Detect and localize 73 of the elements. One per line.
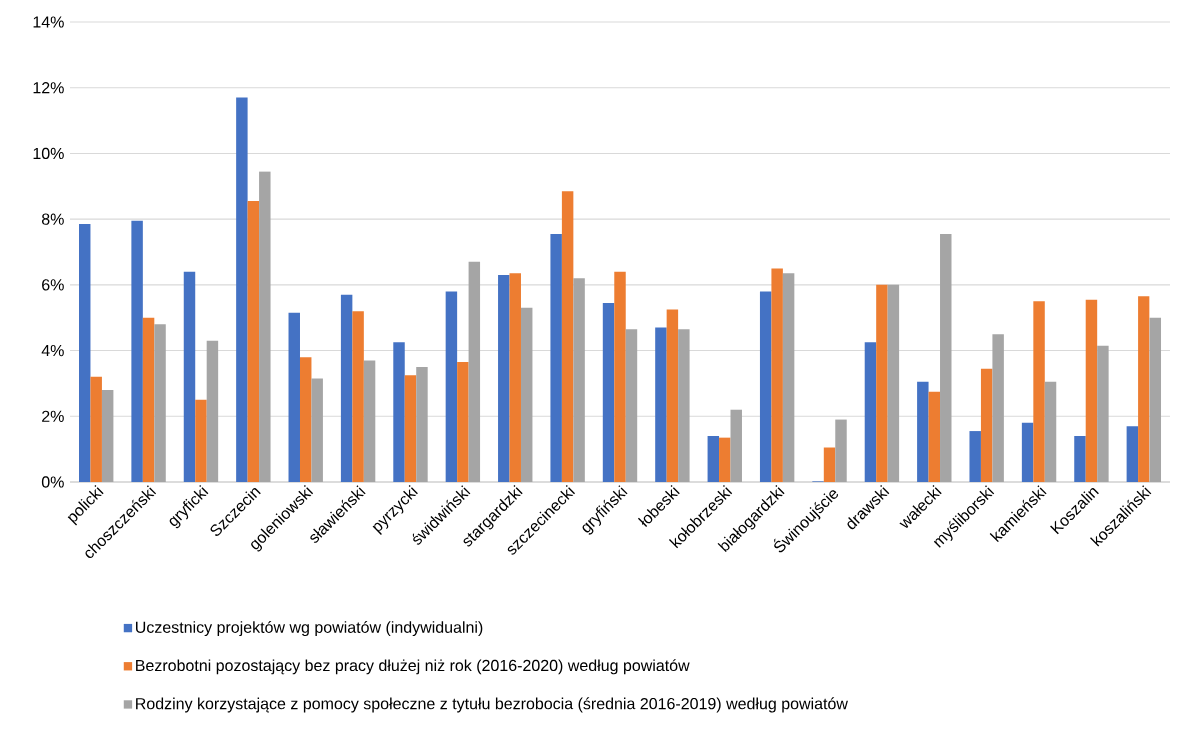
y-tick-label: 2% (42, 410, 64, 422)
bar (340, 294, 353, 482)
bar (90, 376, 102, 482)
bar (445, 291, 458, 482)
bar (79, 224, 91, 482)
bar (259, 171, 271, 482)
bar (1126, 426, 1139, 482)
bar (666, 309, 679, 482)
bar (1044, 381, 1057, 482)
bar (352, 311, 364, 482)
y-tick-label: 12% (33, 82, 64, 94)
bar (468, 261, 481, 482)
bar (311, 378, 323, 482)
bar (707, 436, 720, 482)
bar (614, 271, 626, 482)
bar (1021, 422, 1034, 482)
bar (887, 284, 900, 482)
bar (992, 334, 1004, 482)
bar (602, 302, 615, 482)
bar (520, 307, 533, 482)
bar (719, 437, 731, 482)
bar (393, 342, 405, 482)
y-tick-label: 0% (41, 476, 64, 488)
bar (782, 273, 795, 482)
bar (876, 284, 888, 482)
bar (404, 375, 417, 482)
y-tick-label: 10% (33, 147, 64, 160)
bar (864, 342, 877, 482)
legend-label: Bezrobotni pozostający bez pracy dłużej niż rok (2016-2020) według powiatów (136, 659, 690, 675)
bar (131, 220, 143, 482)
bar (917, 381, 929, 482)
bar (1138, 296, 1150, 482)
bar (730, 409, 742, 482)
bar (498, 275, 510, 482)
bar (561, 191, 574, 482)
y-tick-label: 8% (41, 213, 64, 225)
bar (299, 357, 312, 482)
bar (835, 419, 847, 482)
bar (236, 97, 248, 482)
bar (509, 273, 521, 482)
bar (1074, 436, 1086, 482)
bar (288, 312, 300, 482)
bar (550, 233, 562, 482)
bar (457, 362, 469, 482)
bar (771, 268, 783, 482)
bar (573, 278, 585, 482)
bar (940, 233, 952, 482)
bar (655, 327, 667, 482)
bar (416, 367, 428, 482)
bar (625, 329, 638, 482)
y-tick-label: 14% (33, 16, 64, 28)
bar (1085, 299, 1098, 482)
bar (195, 399, 207, 482)
bar (101, 390, 114, 482)
legend-label: Uczestnicy projektów wg powiatów (indywidualni) (136, 621, 483, 637)
bar (969, 431, 981, 482)
bar (154, 324, 166, 482)
bar (1033, 301, 1045, 482)
bar (363, 360, 376, 482)
bar (759, 291, 772, 482)
bar (183, 271, 196, 482)
bar (678, 329, 690, 482)
bar (823, 447, 836, 482)
bar (1149, 317, 1162, 482)
bar (980, 368, 993, 482)
bar (247, 201, 260, 482)
bar (142, 317, 155, 482)
bar (928, 391, 941, 482)
legend-label: Rodziny korzystające z pomocy społeczne z tytułu bezrobocia (średnia 2016-2019) według powiatów (136, 697, 848, 713)
bar (206, 340, 219, 482)
y-tick-label: 4% (41, 344, 64, 357)
y-tick-label: 6% (42, 279, 64, 291)
bar (1097, 345, 1109, 482)
